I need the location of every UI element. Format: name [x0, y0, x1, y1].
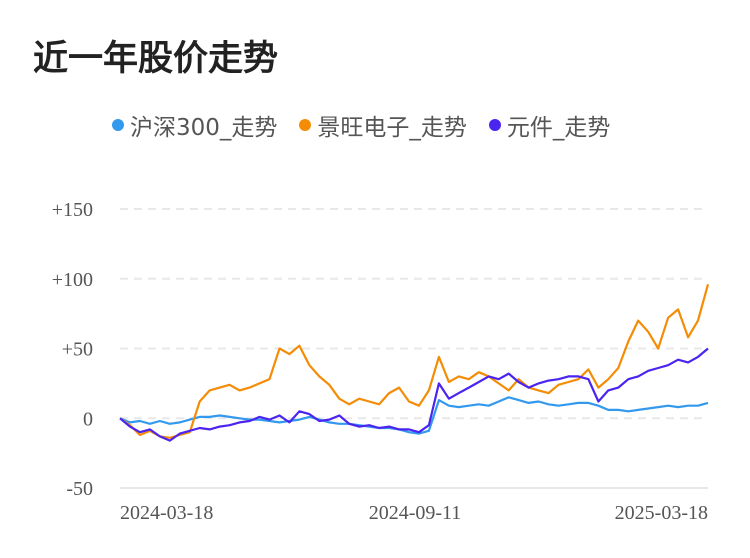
- legend-dot-icon: [488, 119, 501, 131]
- chart-title: 近一年股价走势: [33, 39, 279, 79]
- series-lines: [119, 284, 710, 442]
- x-tick-label: 2025-03-18: [615, 502, 708, 524]
- grid-lines: [120, 208, 708, 489]
- x-axis: 2024-03-18 2024-09-11 2025-03-18: [120, 502, 708, 524]
- legend-label: 景旺电子_走势: [317, 115, 467, 141]
- y-tick-label: +150: [52, 199, 93, 221]
- legend-item-hs300[interactable]: 沪深300_走势: [112, 108, 277, 142]
- y-tick-label: -50: [66, 478, 93, 500]
- y-tick-label: +50: [62, 339, 93, 361]
- legend-label: 元件_走势: [506, 115, 611, 141]
- series-line: [119, 396, 709, 435]
- series-line: [119, 347, 709, 442]
- legend-dot-icon: [299, 119, 312, 131]
- y-tick-label: 0: [83, 408, 93, 430]
- legend-dot-icon: [112, 119, 124, 131]
- legend-item-jingwang[interactable]: 景旺电子_走势: [299, 108, 467, 142]
- x-tick-label: 2024-03-18: [120, 502, 213, 524]
- x-tick-label: 2024-09-11: [369, 502, 462, 524]
- series-line: [119, 284, 710, 439]
- legend-item-yuanjian[interactable]: 元件_走势: [488, 108, 611, 142]
- y-tick-label: +100: [52, 269, 93, 291]
- y-axis: +150 +100 +50 0 -50: [52, 199, 93, 500]
- legend-label: 沪深300_走势: [130, 115, 278, 141]
- chart-legend: 沪深300_走势 景旺电子_走势 元件_走势: [112, 108, 632, 142]
